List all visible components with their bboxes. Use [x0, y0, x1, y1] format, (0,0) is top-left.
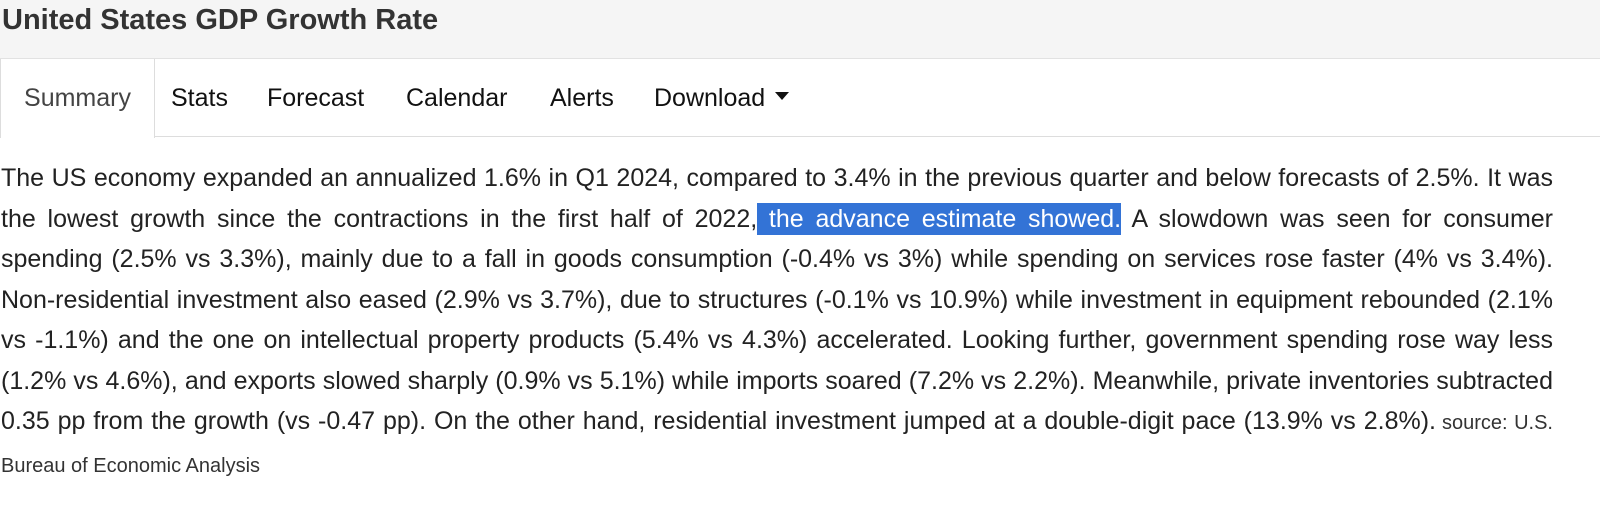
- source-note: source: U.S. Bureau of Economic Analysis: [1, 412, 1553, 477]
- summary-text-end: A slowdown was seen for consumer spendin…: [1, 204, 1553, 436]
- tab-stats[interactable]: Stats: [171, 84, 228, 112]
- selected-text: the advance estimate showed.: [757, 202, 1122, 235]
- summary-text-start: The US economy expanded an annualized 1.…: [1, 164, 1553, 233]
- page-title: United States GDP Growth Rate: [2, 4, 439, 36]
- tab-forecast[interactable]: Forecast: [267, 84, 365, 112]
- summary-text: The US economy expanded an annualized 1.…: [1, 158, 1553, 486]
- tab-calendar[interactable]: Calendar: [406, 84, 508, 112]
- tab-alerts[interactable]: Alerts: [550, 84, 614, 112]
- tab-bar: Summary Stats Forecast Calendar Alerts D…: [0, 59, 1600, 138]
- caret-down-icon: [775, 92, 790, 101]
- tab-summary[interactable]: Summary: [0, 59, 155, 138]
- tab-download-label: Download: [654, 84, 766, 112]
- tab-download[interactable]: Download: [654, 59, 790, 137]
- page-header: United States GDP Growth Rate: [0, 0, 1600, 59]
